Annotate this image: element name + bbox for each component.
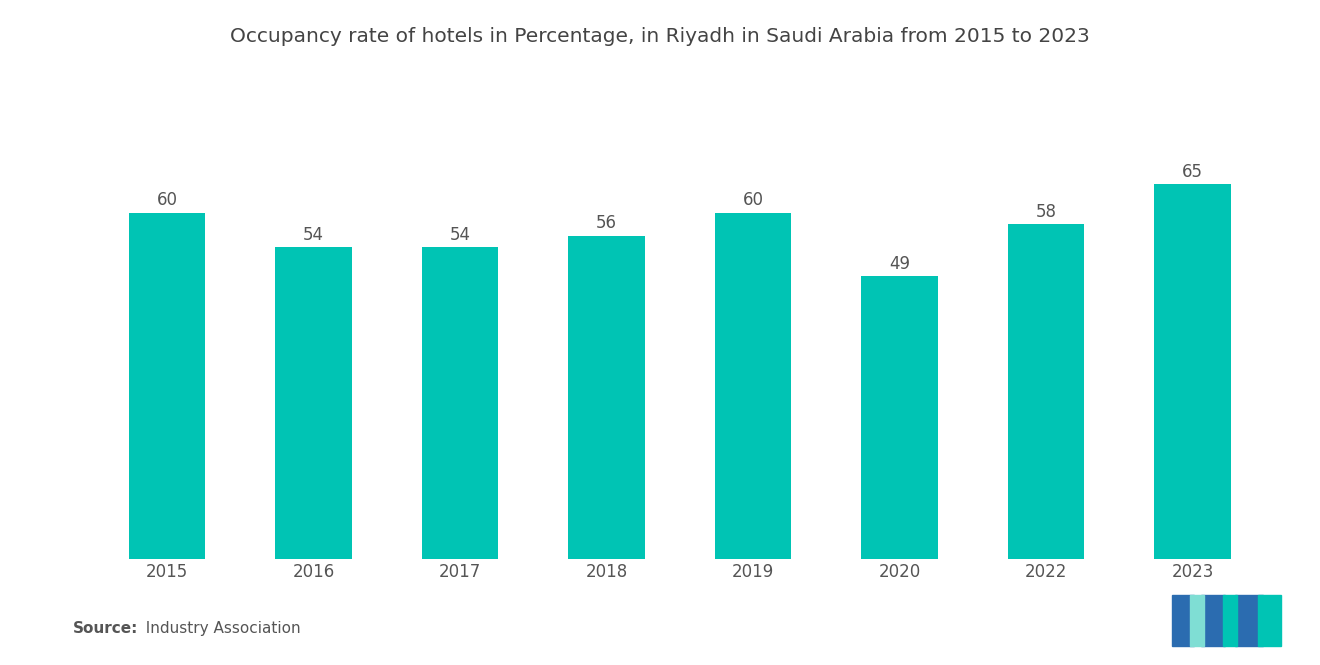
Polygon shape	[1234, 595, 1263, 646]
Bar	[129, 213, 205, 559]
Text: 58: 58	[1035, 203, 1056, 221]
Bar	[422, 247, 498, 559]
Polygon shape	[1189, 595, 1204, 646]
Bar	[276, 247, 351, 559]
Bar	[715, 213, 791, 559]
Text: Source:: Source:	[73, 621, 139, 636]
Bar	[862, 276, 937, 559]
Bar	[569, 236, 644, 559]
Text: 60: 60	[743, 192, 763, 209]
Text: 54: 54	[304, 226, 325, 244]
Bar	[1008, 224, 1084, 559]
Polygon shape	[1172, 595, 1195, 646]
Bar	[1155, 184, 1230, 559]
Text: 56: 56	[597, 214, 616, 232]
Text: 60: 60	[157, 192, 178, 209]
Polygon shape	[1222, 595, 1237, 646]
Polygon shape	[1258, 595, 1280, 646]
Text: Industry Association: Industry Association	[136, 621, 301, 636]
Text: 49: 49	[890, 255, 909, 273]
Polygon shape	[1201, 595, 1225, 646]
Text: 65: 65	[1181, 162, 1203, 180]
Text: Occupancy rate of hotels in Percentage, in Riyadh in Saudi Arabia from 2015 to 2: Occupancy rate of hotels in Percentage, …	[230, 27, 1090, 46]
Text: 54: 54	[450, 226, 470, 244]
